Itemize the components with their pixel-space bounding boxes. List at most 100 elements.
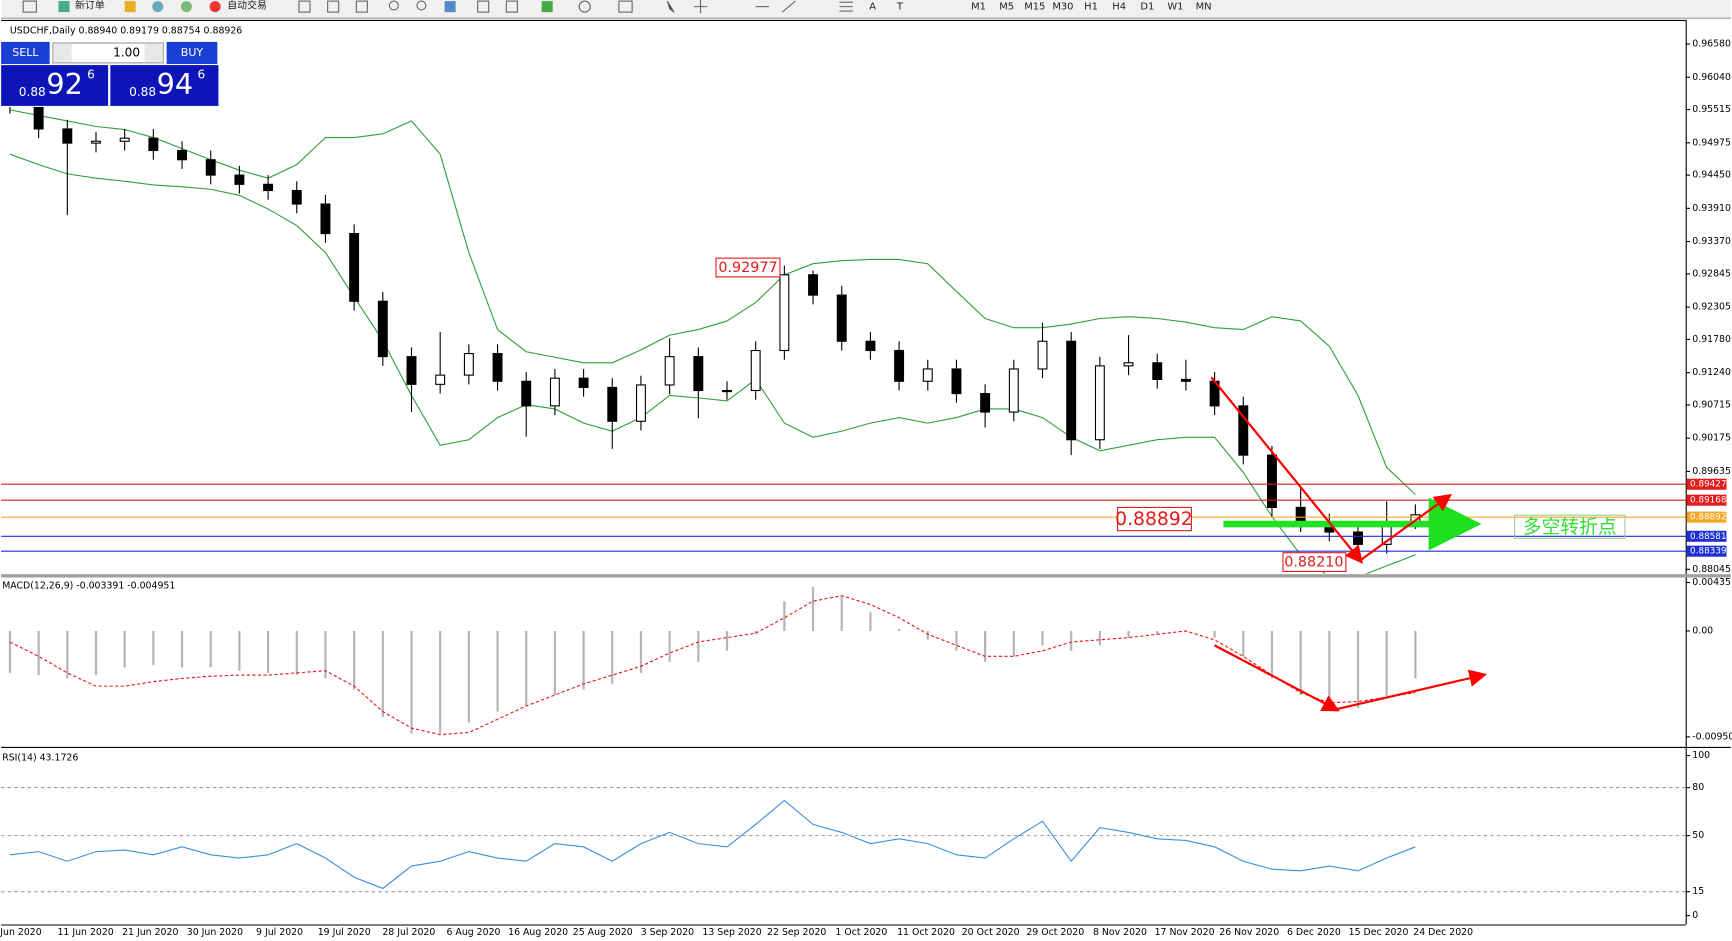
candle-body [205,159,216,176]
ask-main[interactable]: 94 [157,67,193,101]
candle-body [1008,368,1019,413]
candle-body [1295,506,1306,524]
candle-body [693,356,704,392]
icon[interactable] [444,1,456,13]
icon[interactable] [388,0,399,11]
candle-body [349,233,360,302]
candle-body [722,389,732,393]
ask-pip[interactable]: 6 [197,68,205,82]
icon[interactable] [180,1,192,13]
toolbar-tool[interactable]: A [869,2,876,13]
timeframe-button[interactable]: MN [1196,2,1212,13]
icon[interactable] [693,0,708,14]
lot-up[interactable] [144,44,163,62]
bid-big[interactable]: 0.88 [19,85,46,99]
icon[interactable] [152,1,164,13]
trade-panel: SELL 1.00 BUY 0.88 92 6 0.88 94 6 [1,40,219,108]
ask-box[interactable] [110,65,219,106]
candle-body [1094,365,1105,441]
y-tick-label: 0.91240 [1692,367,1731,378]
candle-body [62,128,73,144]
icon[interactable] [477,0,490,13]
timeframe-button[interactable]: M1 [971,2,986,13]
icon[interactable] [839,1,853,12]
lot-value[interactable]: 1.00 [113,45,140,59]
y-tick-label: 0 [1692,910,1698,921]
sell-button[interactable] [1,41,50,64]
y-tick-label: 0.88045 [1692,564,1731,575]
toolbar-button[interactable]: 新订单 [75,0,105,12]
icon[interactable] [618,0,633,13]
y-tick-label: 15 [1692,886,1704,897]
lot-down[interactable] [54,44,72,62]
timeframe-button[interactable]: M5 [999,2,1014,13]
x-tick-label: 25 Aug 2020 [573,927,633,938]
icon[interactable] [298,0,311,13]
icon[interactable] [58,1,70,13]
icon[interactable] [327,0,340,13]
x-tick-label: 19 Jul 2020 [318,927,371,938]
candle-body [549,377,560,407]
timeframe-button[interactable]: D1 [1140,2,1154,13]
icon[interactable] [541,1,553,13]
annotation-box [1514,514,1626,539]
ask-big[interactable]: 0.88 [129,85,156,99]
rsi-title: RSI(14) 43.1726 [2,752,78,763]
icon[interactable] [355,0,368,13]
candle-body [808,274,819,296]
x-tick-label: 21 Jun 2020 [122,927,178,938]
annotation: 0.92977 [718,260,777,276]
icon[interactable] [124,1,136,13]
icon[interactable] [416,0,427,11]
bid-main[interactable]: 92 [46,67,82,101]
candle-body [1123,362,1134,367]
buy-label[interactable]: BUY [181,46,204,59]
x-tick-label: 8 Nov 2020 [1093,927,1147,938]
toolbar-button[interactable]: 自动交易 [227,0,267,12]
x-tick-label: 28 Jul 2020 [382,927,435,938]
y-tick-label: 0.00 [1692,625,1713,636]
x-tick-label: 6 Dec 2020 [1287,927,1341,938]
icon[interactable] [505,0,518,13]
timeframe-button[interactable]: H1 [1084,2,1098,13]
red-arrow [1359,493,1453,562]
annotation-box [715,257,781,278]
candle-body [291,189,302,205]
candle-body [377,300,388,358]
level-label: 0.88339 [1690,547,1726,557]
candle-body [521,380,532,407]
x-tick-label: 26 Nov 2020 [1219,927,1279,938]
timeframe-button[interactable]: H4 [1112,2,1126,13]
lot-input[interactable] [52,42,164,64]
candle-body [578,377,589,388]
x-tick-label: Jun 2020 [0,927,42,938]
icon[interactable] [666,0,675,13]
level-label: 0.88892 [1690,513,1726,523]
level-tag [1686,511,1727,523]
icon[interactable] [578,0,591,13]
icon[interactable] [781,0,796,13]
toolbar [1,0,1731,19]
sell-label[interactable]: SELL [12,46,39,59]
icon[interactable] [209,1,221,13]
bid-pip[interactable]: 6 [87,68,95,82]
y-tick-label: 0.96580 [1692,39,1731,50]
price-levels: 0.89427 0.89168 0.88892 0.88581 0.88339 [1,478,1727,557]
candle-body [1152,362,1163,380]
buy-button[interactable] [166,41,218,64]
candle-body [406,356,417,385]
toolbar-icons [22,0,853,14]
x-tick-label: 1 Oct 2020 [835,927,887,938]
time-axis: Jun 2020 11 Jun 2020 21 Jun 2020 30 Jun 202… [0,927,1473,938]
timeframe-button[interactable]: W1 [1167,2,1183,13]
toolbar-tool[interactable]: T [896,2,904,13]
bid-box[interactable] [1,65,109,106]
candle-body [1066,340,1077,441]
level-label: 0.89427 [1690,480,1726,490]
timeframe-button[interactable]: M30 [1052,2,1073,13]
timeframe-button[interactable]: M15 [1024,2,1045,13]
red-arrow [1214,644,1340,712]
candle-body [750,349,761,392]
